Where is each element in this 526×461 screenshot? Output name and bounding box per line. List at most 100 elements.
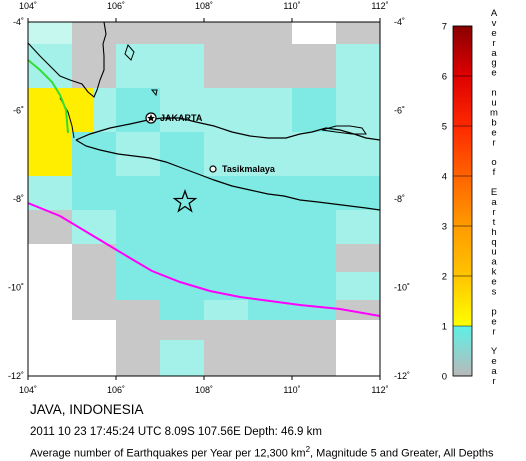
- seismicity-cell: [204, 300, 249, 321]
- seismicity-cell: [292, 320, 337, 341]
- seismicity-cell: [116, 176, 161, 211]
- seismicity-cell: [116, 272, 161, 301]
- colorbar-title-letter: q: [491, 237, 496, 248]
- seismicity-cell: [336, 88, 380, 133]
- y-tick-label-right: -8˚: [394, 194, 405, 204]
- x-tick-label-bottom: 106˚: [107, 385, 125, 395]
- seismicity-cell: [292, 22, 337, 45]
- seismicity-cell: [28, 340, 73, 376]
- colorbar-title-letter: e: [491, 127, 496, 138]
- y-tick-label-right: -12˚: [394, 371, 410, 381]
- colorbar-title-letter: u: [491, 247, 496, 258]
- seismicity-cell: [116, 22, 161, 45]
- seismicity-cell: [160, 44, 205, 89]
- y-tick-label-left: -8˚: [13, 194, 24, 204]
- seismicity-cell: [292, 44, 337, 89]
- seismicity-cell: [336, 320, 380, 341]
- colorbar-title-letter: u: [491, 98, 496, 109]
- x-tick-label-top: 104˚: [19, 1, 37, 11]
- y-tick-label-left: -12˚: [8, 371, 24, 381]
- seismicity-cell: [292, 132, 337, 177]
- island-outline: [124, 44, 135, 61]
- colorbar-ramp: [452, 25, 473, 377]
- description-text-tail: , Magnitude 5 and Greater, All Depths: [310, 447, 494, 460]
- seismicity-cell: [204, 22, 249, 45]
- seismicity-cell: [160, 320, 205, 341]
- colorbar-tick-label: 6: [442, 72, 447, 83]
- seismicity-cell: [72, 44, 117, 89]
- seismicity-cell: [28, 88, 94, 132]
- java-south-coast: [75, 139, 380, 211]
- colorbar-tick-label: 0: [442, 372, 447, 383]
- seismicity-cell: [116, 300, 161, 321]
- colorbar-title-letter: h: [491, 227, 496, 238]
- seismicity-cell: [248, 300, 293, 321]
- description-superscript: 2: [305, 445, 311, 454]
- seismicity-cell: [204, 320, 249, 341]
- seismicity-cell: [336, 340, 380, 376]
- region-title: JAVA, INDONESIA: [30, 402, 144, 417]
- colorbar-title-letter: o: [491, 157, 496, 168]
- seismicity-cell: [292, 300, 337, 321]
- colorbar-title-letter: Y: [491, 346, 498, 357]
- y-tick-label-left: -4˚: [13, 17, 24, 27]
- seismicity-cell: [72, 272, 117, 301]
- colorbar-title-letter: r: [492, 326, 495, 337]
- seismicity-cell: [248, 88, 293, 133]
- seismicity-cell: [336, 22, 380, 45]
- seismicity-cell: [204, 44, 249, 89]
- colorbar-title-letter: e: [491, 277, 496, 288]
- colorbar-title-letter: m: [490, 107, 498, 118]
- seismicity-cell: [336, 244, 380, 273]
- seismicity-cell: [28, 176, 73, 211]
- colorbar-title-letter: b: [491, 117, 496, 128]
- colorbar-tick-label: 5: [442, 122, 447, 133]
- seismicity-cell: [336, 272, 380, 301]
- java-north-coast: [75, 117, 380, 141]
- seismicity-cell: [28, 272, 73, 301]
- colorbar-tick-label: 7: [442, 22, 447, 33]
- colorbar-tick-label: 1: [442, 322, 447, 333]
- seismicity-cell: [292, 272, 337, 301]
- map-description: Average number of Earthquakes per Year p…: [30, 445, 494, 460]
- x-tick-label-top: 110˚: [283, 1, 300, 11]
- colorbar-title-letter: p: [491, 306, 496, 317]
- jakarta-marker: [145, 112, 157, 124]
- seismicity-cell: [204, 176, 249, 211]
- map-frame: [27, 21, 381, 377]
- colorbar-title-letter: A: [491, 8, 498, 19]
- sumatra-coastline: [28, 22, 107, 98]
- seismicity-cell: [72, 176, 117, 211]
- seismicity-cell: [292, 340, 337, 376]
- seismicity-cell: [28, 132, 73, 177]
- seismicity-grid-cells: [28, 22, 380, 376]
- seismicity-cell: [116, 210, 161, 245]
- seismicity-cell: [72, 22, 117, 45]
- colorbar-title-letter: r: [492, 376, 495, 387]
- green-fault-line: [28, 59, 69, 134]
- seismicity-cell: [248, 44, 293, 89]
- epicenter-star-icon: [172, 189, 198, 213]
- colorbar-title-letter: v: [492, 18, 497, 29]
- seismicity-cell: [292, 176, 337, 211]
- seismicity-cell: [160, 88, 205, 133]
- seismicity-cell: [248, 340, 293, 376]
- x-tick-label-top: 106˚: [107, 1, 125, 11]
- colorbar-title-letter: e: [491, 316, 496, 327]
- colorbar-tick-label: 3: [442, 222, 447, 233]
- seismicity-cell: [28, 244, 73, 273]
- seismicity-cell: [160, 340, 205, 376]
- seismicity-cell: [204, 210, 249, 245]
- seismicity-cell: [248, 272, 293, 301]
- island-outline: [150, 89, 158, 97]
- seismicity-cell: [160, 132, 205, 177]
- seismicity-cell: [292, 244, 337, 273]
- seismicity-cell: [72, 300, 117, 321]
- y-tick-label-right: -6˚: [394, 106, 405, 116]
- colorbar-title-letter: k: [492, 267, 497, 278]
- seismicity-cell: [72, 320, 117, 341]
- seismicity-cell: [292, 88, 337, 133]
- colorbar-ticks: 0 1 2 3 4 5 6 7: [442, 22, 472, 383]
- seismicity-cell: [248, 132, 293, 177]
